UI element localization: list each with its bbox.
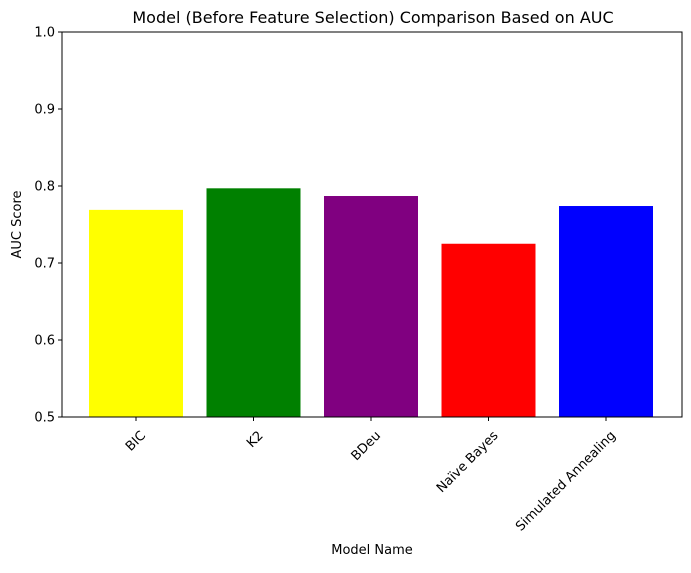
x-tick-label: BDeu [349,428,384,463]
y-axis-title: AUC Score [10,190,25,258]
bar-bic [89,209,183,417]
bar-na-ve-bayes [441,243,536,417]
bar-simulated-annealing [559,206,653,417]
y-tick-label: 0.6 [34,334,55,349]
y-tick-label: 0.7 [34,257,55,272]
y-tick-label: 0.8 [34,180,55,195]
bar-bdeu [324,196,418,417]
x-tick-label: Naïve Bayes [434,428,502,496]
x-tick-label: BIC [123,428,149,454]
y-tick-label: 0.9 [34,103,55,118]
y-tick-label: 0.5 [34,411,55,426]
x-tick-label: Simulated Annealing [513,428,619,534]
bars-group [89,188,653,417]
y-tick-label: 1.0 [34,26,55,41]
bar-k2 [206,188,301,417]
plot-frame [61,31,683,418]
x-axis: BIC K2 BDeu Naïve Bayes Simulated Annealing [123,417,619,534]
x-axis-title: Model Name [331,543,413,558]
x-tick-label: K2 [244,428,266,450]
y-axis: 0.5 0.6 0.7 0.8 0.9 1.0 [34,26,62,426]
chart-title: Model (Before Feature Selection) Compari… [132,8,613,27]
